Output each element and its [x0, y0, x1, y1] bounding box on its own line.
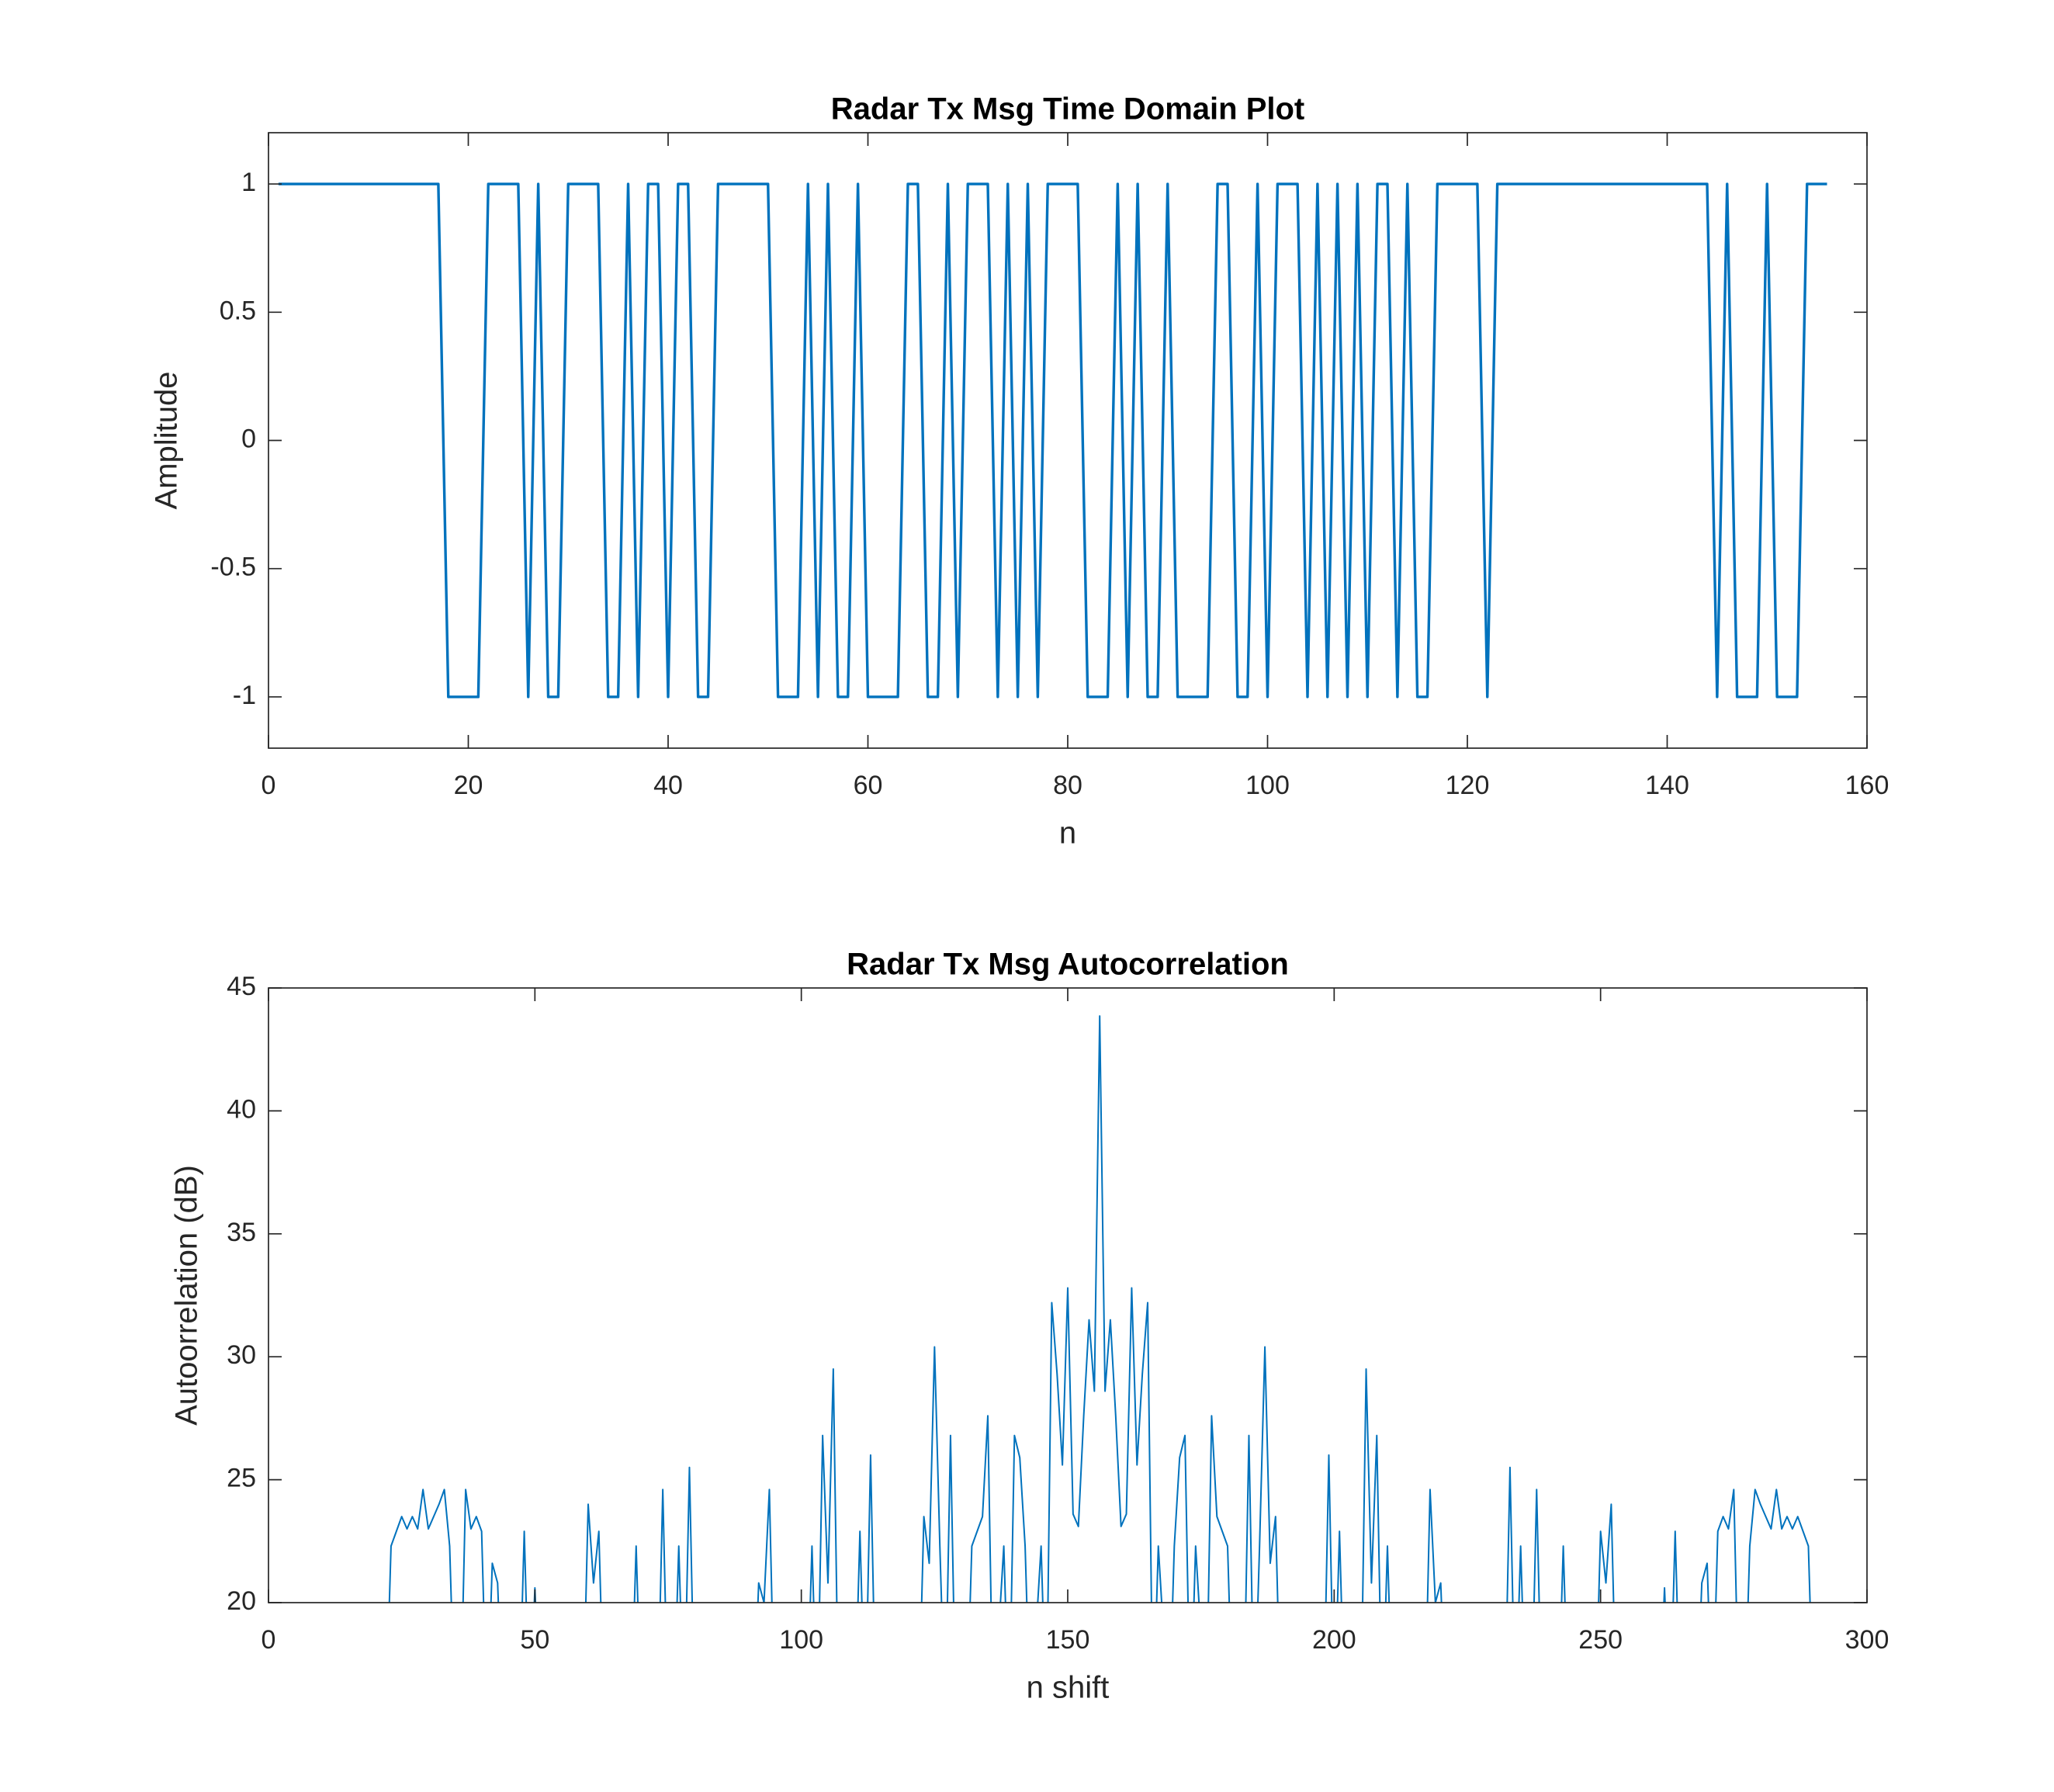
x-axis-label: n shift: [1027, 1671, 1110, 1705]
x-tick-label: 160: [1845, 771, 1889, 800]
x-axis-label: n: [1059, 816, 1076, 851]
x-tick-label: 40: [653, 771, 683, 800]
y-tick-label: 30: [227, 1340, 256, 1370]
y-axis-label: Autoorrelation (dB): [170, 1165, 204, 1426]
y-tick-label: -0.5: [210, 553, 256, 582]
x-tick-label: 0: [262, 1625, 276, 1655]
y-tick-label: -1: [233, 681, 256, 710]
chart-title: Radar Tx Msg Autocorrelation: [847, 948, 1289, 982]
data-line: [278, 182, 1827, 698]
x-tick-label: 200: [1312, 1625, 1356, 1655]
x-tick-label: 140: [1645, 771, 1689, 800]
y-tick-label: 40: [227, 1094, 256, 1124]
data-line: [388, 1015, 1811, 1603]
x-tick-label: 100: [779, 1625, 823, 1655]
y-tick-label: 1: [241, 168, 256, 197]
x-tick-label: 0: [262, 771, 276, 800]
x-tick-label: 20: [454, 771, 483, 800]
x-tick-label: 100: [1245, 771, 1290, 800]
y-tick-label: 25: [227, 1464, 256, 1493]
y-tick-label: 0.5: [220, 296, 256, 325]
y-tick-label: 35: [227, 1218, 256, 1247]
x-tick-label: 300: [1845, 1625, 1889, 1655]
x-tick-label: 150: [1046, 1625, 1090, 1655]
x-tick-label: 80: [1053, 771, 1082, 800]
y-tick-label: 45: [227, 972, 256, 1001]
y-tick-label: 20: [227, 1586, 256, 1616]
x-tick-label: 250: [1578, 1625, 1623, 1655]
x-tick-label: 120: [1446, 771, 1490, 800]
y-tick-label: 0: [241, 424, 256, 453]
plot-area: [268, 133, 1867, 748]
y-axis-label: Amplitude: [150, 372, 184, 510]
x-tick-label: 50: [520, 1625, 549, 1655]
chart-title: Radar Tx Msg Time Domain Plot: [831, 92, 1305, 127]
x-tick-label: 60: [854, 771, 883, 800]
